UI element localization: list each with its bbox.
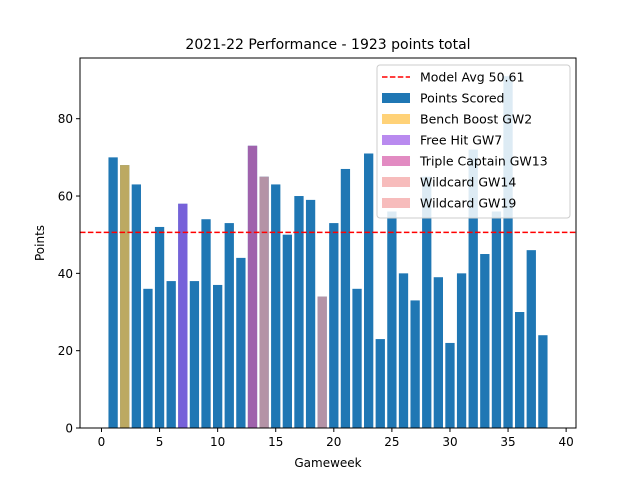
bar-gw37	[526, 250, 536, 428]
highlight-bar-gw14	[259, 176, 269, 428]
bar-gw18	[305, 199, 316, 428]
legend-entry-label: Bench Boost GW2	[420, 112, 532, 127]
bar-gw6	[166, 281, 176, 428]
bar-gw17	[294, 196, 304, 428]
chart-title: 2021-22 Performance - 1923 points total	[185, 37, 470, 53]
legend-swatch	[382, 198, 410, 208]
y-axis-label: Points	[33, 225, 47, 261]
x-tick-label: 0	[98, 435, 106, 449]
legend-swatch	[382, 156, 410, 166]
bar-gw25	[387, 211, 397, 428]
x-tick-label: 15	[268, 435, 283, 449]
y-tick-label: 80	[58, 112, 73, 126]
legend-entry-label: Model Avg 50.61	[420, 70, 524, 85]
legend-swatch	[382, 177, 410, 187]
x-tick-label: 5	[156, 435, 164, 449]
bar-gw35	[503, 76, 513, 428]
highlight-bar-gw13	[247, 145, 258, 428]
bars-group	[108, 76, 548, 428]
legend-entry-label: Wildcard GW14	[420, 175, 516, 190]
bar-gw30	[445, 342, 455, 428]
bar-gw11	[224, 223, 234, 428]
legend-swatch	[382, 114, 410, 124]
bar-gw38	[538, 335, 548, 428]
plot-frame	[79, 57, 577, 429]
bar-gw29	[433, 277, 443, 428]
y-tick-label: 0	[65, 422, 73, 436]
bar-gw9	[201, 219, 211, 428]
bar-gw1	[108, 157, 118, 428]
legend-entry-label: Points Scored	[420, 91, 504, 106]
bar-gw3	[131, 184, 141, 428]
x-tick-label: 30	[442, 435, 457, 449]
bar-gw10	[213, 284, 223, 428]
legend-box	[376, 64, 571, 219]
bar-gw27	[410, 300, 420, 428]
x-tick-label: 20	[326, 435, 341, 449]
bar-gw28	[422, 176, 432, 428]
bar-gw8	[189, 281, 200, 428]
x-tick-label: 25	[384, 435, 399, 449]
y-tick-label: 40	[58, 267, 73, 281]
y-axis: 0 20 40 60 80	[58, 112, 80, 436]
bar-gw4	[143, 288, 153, 428]
y-tick-label: 60	[58, 190, 73, 204]
bar-gw26	[398, 273, 409, 428]
legend-entry-label: Wildcard GW19	[420, 196, 516, 211]
legend-entry-label: Triple Captain GW13	[419, 154, 548, 169]
legend-entry-label: Free Hit GW7	[420, 133, 502, 148]
bar-gw36	[515, 312, 525, 428]
bar-gw21	[340, 168, 351, 428]
bar-gw33	[480, 254, 490, 428]
legend-swatch	[382, 135, 410, 145]
bar-gw15	[271, 184, 281, 428]
highlight-bar-gw2	[120, 165, 130, 428]
x-tick-label: 10	[210, 435, 225, 449]
bar-gw5	[154, 226, 165, 428]
bar-gw23	[364, 153, 374, 428]
bar-gw32	[468, 149, 478, 428]
bar-gw22	[352, 288, 362, 428]
x-axis-label: Gameweek	[294, 456, 361, 470]
legend: Model Avg 50.61 Points Scored Bench Boost …	[376, 64, 571, 219]
highlight-bar-gw19	[317, 296, 327, 428]
legend-swatch	[382, 93, 410, 103]
bar-gw31	[456, 273, 467, 428]
y-tick-label: 20	[58, 344, 73, 358]
x-tick-label: 35	[500, 435, 515, 449]
bar-gw24	[375, 339, 385, 428]
bar-gw20	[329, 223, 339, 428]
x-tick-label: 40	[558, 435, 573, 449]
highlight-bar-gw7	[178, 203, 188, 428]
bar-gw34	[491, 211, 502, 428]
bar-gw12	[236, 257, 246, 428]
bar-gw16	[282, 234, 292, 428]
x-axis: 0 5 10 15 20 25 30 35 40	[98, 428, 574, 449]
